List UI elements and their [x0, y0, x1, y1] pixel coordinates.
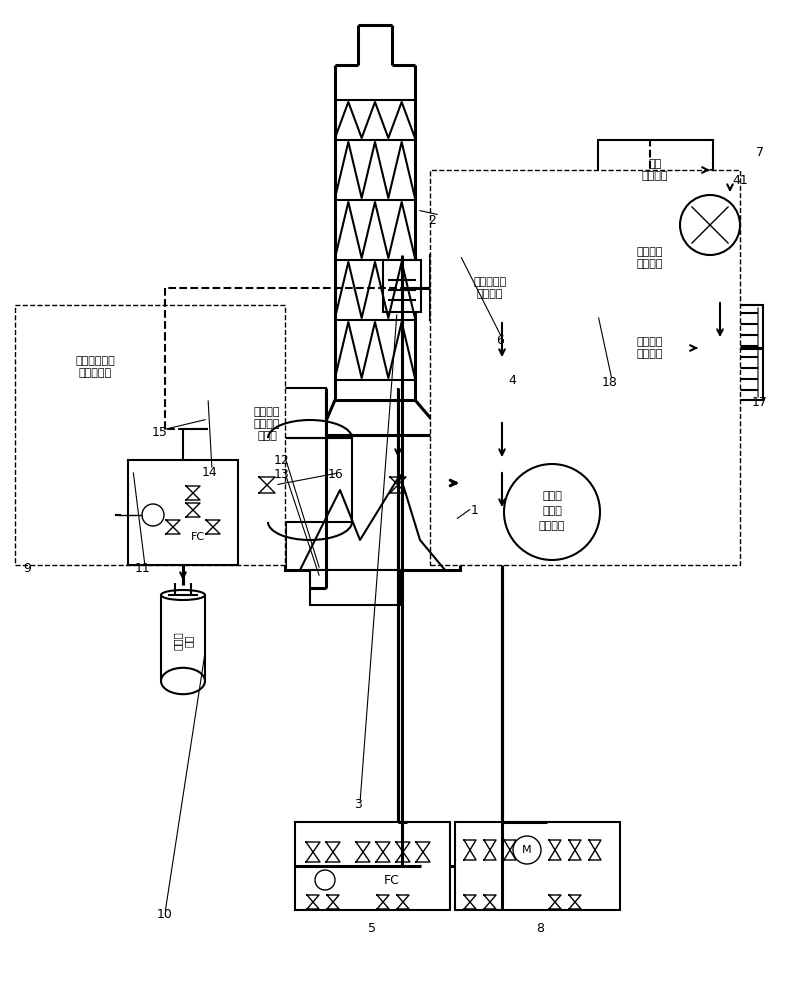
Bar [383, 260, 421, 312]
Text: 燃烧炉: 燃烧炉 [542, 506, 562, 516]
Text: 天然气进
气压力获
取装置: 天然气进 气压力获 取装置 [253, 407, 280, 441]
Text: 12: 12 [274, 454, 290, 466]
Text: 10: 10 [157, 908, 173, 922]
Bar [588, 315, 713, 380]
Text: 18: 18 [602, 375, 618, 388]
Bar [310, 570, 400, 605]
Text: FC: FC [384, 874, 400, 886]
Text: 2: 2 [428, 214, 436, 227]
Text: 空气流量
调节装置: 空气流量 调节装置 [637, 337, 663, 359]
Text: 8: 8 [536, 922, 544, 934]
Bar [698, 305, 763, 400]
Text: 天然气流量
控制装置: 天然气流量 控制装置 [474, 277, 507, 299]
Text: 1: 1 [471, 504, 479, 516]
Text: 预设的: 预设的 [542, 491, 562, 501]
Text: 7: 7 [756, 145, 764, 158]
Bar [598, 140, 713, 200]
Bar [455, 822, 620, 910]
Text: 天然气进气压
力控制装置: 天然气进气压 力控制装置 [75, 356, 115, 378]
Text: 9: 9 [23, 562, 31, 574]
Text: 5: 5 [368, 922, 376, 934]
Text: 41: 41 [732, 174, 748, 186]
Text: FC: FC [191, 532, 205, 542]
Text: 4: 4 [508, 373, 516, 386]
Text: 15: 15 [152, 426, 168, 438]
Text: 工作温度: 工作温度 [539, 521, 565, 531]
Text: 13: 13 [274, 468, 290, 482]
Text: 3: 3 [354, 798, 362, 812]
Text: 11: 11 [135, 562, 150, 574]
Bar [430, 170, 740, 565]
Bar [15, 305, 285, 565]
Text: M: M [522, 845, 531, 855]
Bar [25, 335, 165, 405]
Bar [588, 225, 713, 290]
Text: 液化气
装置: 液化气 装置 [172, 632, 194, 650]
Bar [128, 460, 238, 565]
Text: 空气流量
控制装置: 空气流量 控制装置 [637, 247, 663, 269]
Bar [208, 388, 326, 470]
Bar [430, 255, 550, 320]
Text: 6: 6 [496, 334, 504, 347]
Bar [295, 822, 450, 910]
Text: 风机
检测装置: 风机 检测装置 [642, 159, 668, 181]
Text: 14: 14 [202, 466, 218, 479]
Bar [285, 435, 460, 570]
Text: 17: 17 [752, 395, 768, 408]
Bar [268, 438, 352, 522]
Text: 16: 16 [328, 468, 344, 482]
